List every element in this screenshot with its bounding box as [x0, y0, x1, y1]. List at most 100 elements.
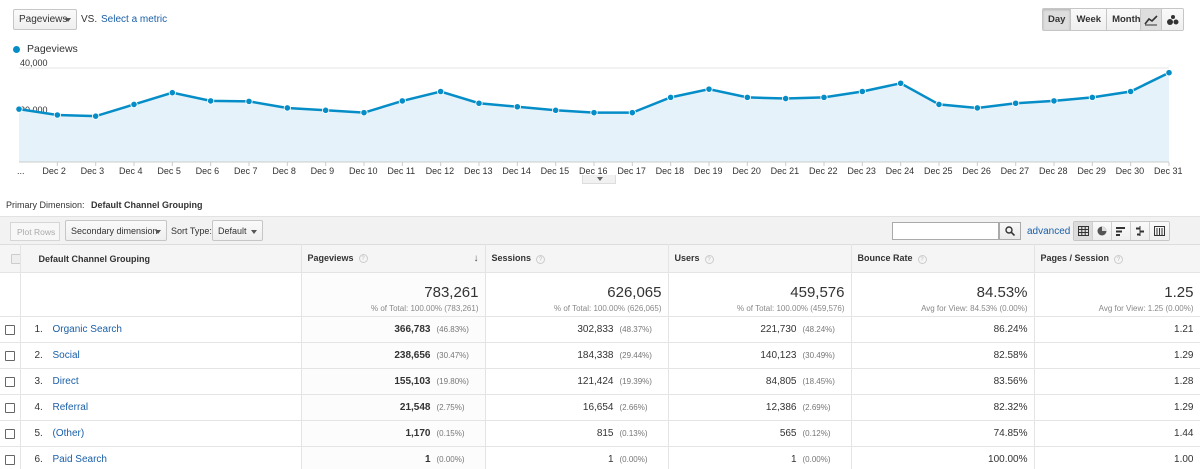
- users-value: 565: [779, 428, 797, 439]
- range-week-button[interactable]: Week: [1071, 9, 1108, 30]
- motion-chart-button[interactable]: [1162, 9, 1183, 30]
- row-index: 3.: [34, 376, 43, 387]
- pps-value: 1.21: [1174, 324, 1194, 335]
- data-point: [245, 97, 253, 105]
- row-checkbox[interactable]: [5, 324, 15, 335]
- help-icon[interactable]: ?: [704, 254, 714, 264]
- row-checkbox[interactable]: [5, 428, 15, 439]
- data-point: [820, 93, 828, 101]
- data-view-button[interactable]: [1074, 222, 1093, 240]
- x-tick-label: Dec 31: [1154, 166, 1183, 176]
- header-pages-session[interactable]: Pages / Session?: [1034, 244, 1200, 273]
- data-point: [53, 111, 61, 119]
- x-tick-label: Dec 19: [694, 166, 723, 176]
- bar-list-icon: [1116, 227, 1125, 236]
- table-row: 6. Paid Search 1 (0.00%) 1 (0.00%) 1 (0.00%) 100…: [0, 446, 1200, 469]
- table-row: 1. Organic Search 366,783 (46.83%) 302,833 (4…: [0, 316, 1200, 343]
- header-sessions[interactable]: Sessions?: [485, 244, 669, 273]
- users-value: 12,386: [765, 402, 797, 413]
- channel-link[interactable]: Social: [52, 350, 80, 361]
- primary-dimension-value[interactable]: Default Channel Grouping: [91, 200, 203, 210]
- channel-link[interactable]: Organic Search: [52, 324, 122, 335]
- range-month-button[interactable]: Month: [1107, 9, 1146, 30]
- table-row: 5. (Other) 1,170 (0.15%) 815 (0.13%) 565 (0.12%…: [0, 420, 1200, 447]
- table-row: 3. Direct 155,103 (19.80%) 121,424 (19.39%) 84…: [0, 368, 1200, 395]
- total-sub: % of Total: 100.00% (459,576): [737, 303, 845, 313]
- x-tick-label: Dec 17: [617, 166, 646, 176]
- data-point: [743, 93, 751, 101]
- sessions-cell: 16,654 (2.66%): [485, 394, 669, 421]
- search-icon: [1005, 226, 1015, 236]
- row-checkbox[interactable]: [5, 454, 15, 465]
- x-tick-label: Dec 7: [234, 166, 258, 176]
- sessions-value: 1: [607, 454, 614, 465]
- bounce-cell: 74.85%: [851, 420, 1035, 447]
- secondary-dimension-select[interactable]: Secondary dimension: [65, 220, 167, 241]
- header-pageviews[interactable]: Pageviews? ↓: [301, 244, 486, 273]
- search-button[interactable]: [999, 222, 1021, 240]
- help-icon[interactable]: ?: [917, 254, 927, 264]
- pivot-view-button[interactable]: [1150, 222, 1169, 240]
- help-icon[interactable]: ?: [536, 254, 546, 264]
- sessions-value: 16,654: [582, 402, 614, 413]
- bubble-chart-icon: [1166, 14, 1178, 25]
- total-value: 84.53%: [976, 283, 1028, 301]
- sort-type-label: Sort Type:: [171, 226, 212, 236]
- primary-dimension: Primary Dimension: Default Channel Group…: [6, 200, 203, 210]
- header-pageviews-label: Pageviews: [307, 253, 354, 263]
- header-users[interactable]: Users?: [668, 244, 852, 273]
- advanced-filter-link[interactable]: advanced: [1027, 226, 1071, 237]
- help-icon[interactable]: ?: [1114, 254, 1124, 264]
- x-tick-label: Dec 30: [1116, 166, 1145, 176]
- select-all-header: [0, 244, 21, 273]
- range-day-button[interactable]: Day: [1043, 9, 1072, 30]
- pie-view-button[interactable]: [1093, 222, 1112, 240]
- pageviews-pct: (2.75%): [436, 403, 465, 412]
- x-tick-label: Dec 8: [272, 166, 296, 176]
- grid-icon: [1077, 226, 1089, 236]
- bounce-value: 74.85%: [993, 428, 1028, 439]
- data-table: Default Channel Grouping Pageviews? ↓ Ses…: [0, 244, 1200, 469]
- total-value: 1.25: [1164, 283, 1194, 301]
- bounce-value: 86.24%: [993, 324, 1028, 335]
- table-row: 2. Social 238,656 (30.47%) 184,338 (29.44%) 14…: [0, 342, 1200, 369]
- x-tick-label: Dec 20: [732, 166, 761, 176]
- channel-cell: 6. Paid Search: [20, 446, 302, 469]
- line-chart-button[interactable]: [1141, 9, 1162, 30]
- x-tick-label: Dec 2: [42, 166, 66, 176]
- select-metric-link[interactable]: Select a metric: [101, 14, 168, 25]
- table-search-input[interactable]: [892, 222, 999, 240]
- data-point: [168, 89, 176, 97]
- sessions-value: 184,338: [577, 350, 614, 361]
- channel-link[interactable]: Paid Search: [52, 454, 107, 465]
- data-point: [1127, 87, 1135, 96]
- users-value: 140,123: [760, 350, 797, 361]
- channel-link[interactable]: Direct: [52, 376, 79, 387]
- row-checkbox[interactable]: [5, 376, 15, 387]
- plot-rows-button[interactable]: Plot Rows: [10, 222, 60, 241]
- header-channel[interactable]: Default Channel Grouping: [20, 244, 302, 273]
- sessions-cell: 184,338 (29.44%): [485, 342, 669, 369]
- row-checkbox[interactable]: [5, 402, 15, 413]
- x-tick-label: Dec 15: [541, 166, 570, 176]
- data-point: [15, 105, 23, 113]
- comparison-view-button[interactable]: [1131, 222, 1150, 240]
- header-bounce-rate[interactable]: Bounce Rate?: [851, 244, 1035, 273]
- x-tick-label: Dec 9: [311, 166, 335, 176]
- x-tick-label: Dec 22: [809, 166, 838, 176]
- total-sub: Avg for View: 84.53% (0.00%): [921, 303, 1028, 313]
- x-tick-label: ...: [17, 166, 25, 176]
- help-icon[interactable]: ?: [358, 254, 368, 264]
- row-checkbox[interactable]: [5, 350, 15, 361]
- metric-select[interactable]: Pageviews: [13, 9, 77, 30]
- row-index: 1.: [34, 324, 43, 335]
- performance-view-button[interactable]: [1112, 222, 1131, 240]
- sort-type-select[interactable]: Default: [212, 220, 263, 241]
- chart-collapse-handle[interactable]: [582, 175, 616, 184]
- channel-link[interactable]: Referral: [52, 402, 89, 413]
- sessions-cell: 302,833 (48.37%): [485, 316, 669, 343]
- pps-cell: 1.21: [1034, 316, 1200, 343]
- data-point: [1012, 99, 1020, 107]
- channel-link[interactable]: (Other): [52, 428, 85, 439]
- chart-legend: Pageviews: [13, 43, 78, 55]
